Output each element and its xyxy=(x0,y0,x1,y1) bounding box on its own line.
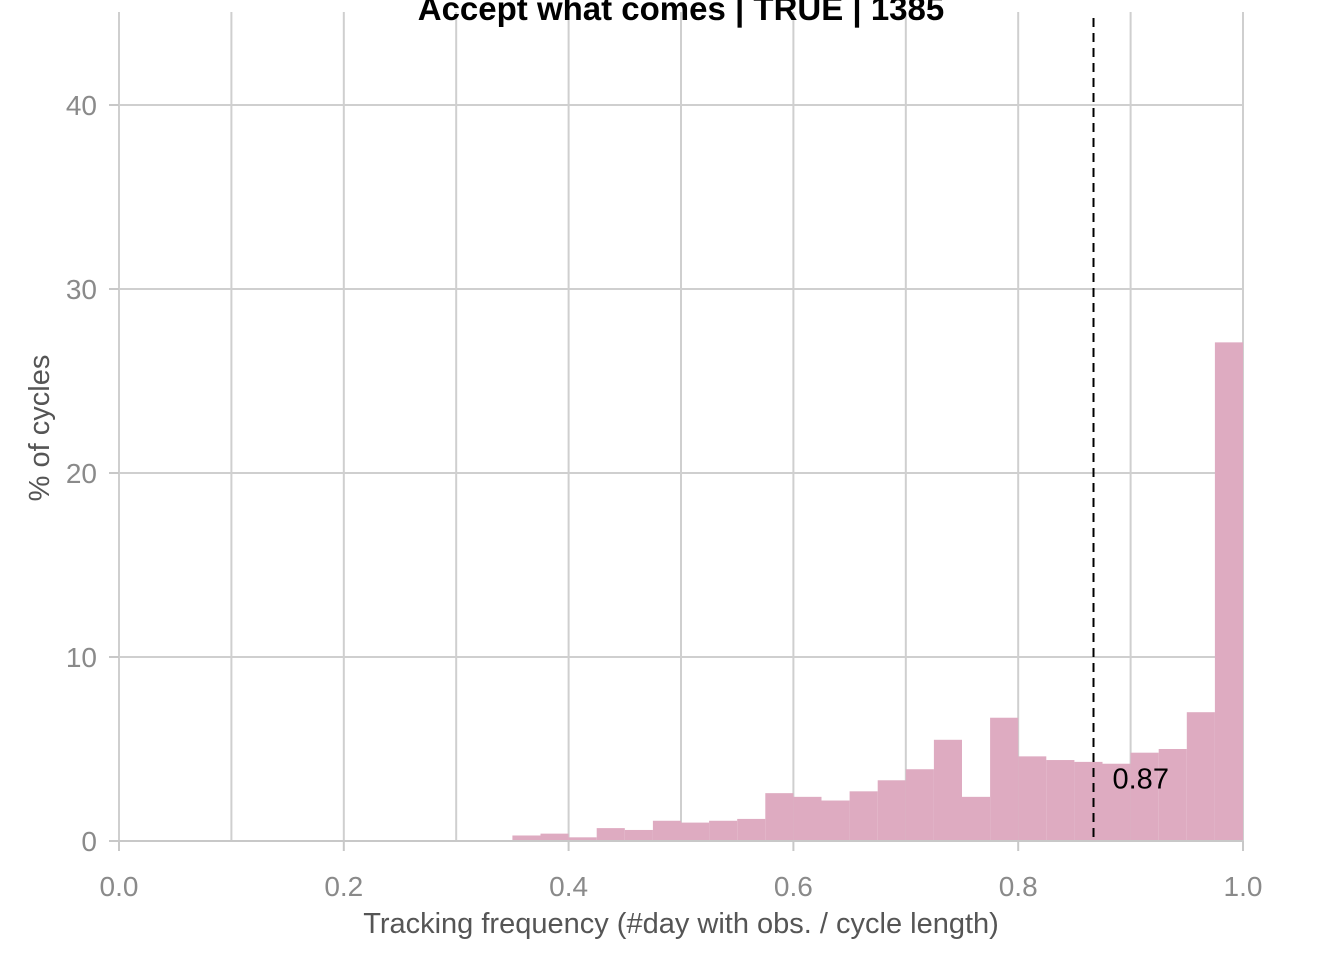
reference-line-group: 0.87 xyxy=(1092,18,1169,841)
y-tick-label: 20 xyxy=(66,458,97,489)
histogram-bar xyxy=(765,793,794,841)
histogram-bar xyxy=(849,791,878,841)
y-tick-label: 10 xyxy=(66,642,97,673)
axes: 0.0 0.2 0.4 0.6 0.8 1.0 0 10 20 30 40 xyxy=(66,90,1263,902)
x-tick-label: 0.4 xyxy=(549,871,588,902)
y-axis-title: % of cycles xyxy=(24,355,56,502)
histogram-bar xyxy=(821,800,850,841)
x-tick-label: 0.6 xyxy=(774,871,813,902)
histogram-bar xyxy=(540,833,569,841)
x-tick-label: 1.0 xyxy=(1224,871,1263,902)
histogram-bar xyxy=(793,796,822,841)
x-tick-label: 0.2 xyxy=(324,871,363,902)
histogram-bars xyxy=(512,342,1243,841)
histogram-bar xyxy=(596,828,625,841)
histogram-bar xyxy=(877,780,906,841)
histogram-bar xyxy=(1214,342,1243,841)
histogram-bar xyxy=(1186,712,1215,841)
histogram-bar xyxy=(737,818,766,841)
histogram-bar xyxy=(1018,756,1047,841)
histogram-bar xyxy=(681,822,710,841)
histogram-bar xyxy=(933,739,962,841)
histogram-bar xyxy=(1074,761,1103,841)
histogram-bar xyxy=(1130,752,1159,841)
histogram-bar xyxy=(624,829,653,841)
x-axis-title: Tracking frequency (#day with obs. / cyc… xyxy=(363,908,999,940)
histogram-bar xyxy=(905,769,934,841)
x-tick-label: 0.8 xyxy=(999,871,1038,902)
y-tick-label: 0 xyxy=(81,826,97,857)
histogram-bar xyxy=(962,796,991,841)
histogram-bar xyxy=(1046,760,1075,841)
histogram-bar xyxy=(652,820,681,841)
histogram-bar xyxy=(990,717,1019,841)
histogram-bar xyxy=(512,835,541,841)
chart-title: Accept what comes | TRUE | 1385 xyxy=(418,0,945,27)
y-tick-label: 30 xyxy=(66,274,97,305)
histogram-bar xyxy=(1102,763,1131,841)
y-tick-label: 40 xyxy=(66,90,97,121)
histogram-bar xyxy=(568,837,597,841)
grid-lines xyxy=(118,12,1244,842)
reference-line-label: 0.87 xyxy=(1113,763,1169,795)
histogram-bar xyxy=(709,820,738,841)
histogram-bar xyxy=(1158,749,1187,841)
x-tick-label: 0.0 xyxy=(100,871,139,902)
